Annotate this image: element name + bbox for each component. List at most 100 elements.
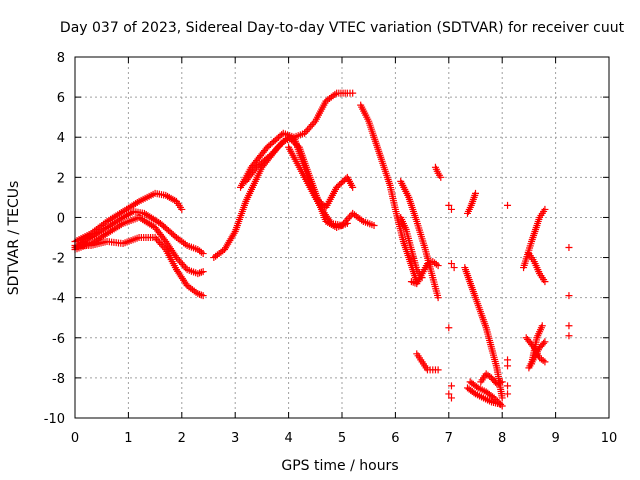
series-arc-l — [397, 177, 442, 302]
x-axis-label: GPS time / hours — [281, 458, 398, 474]
data-point — [308, 121, 316, 129]
data-point — [341, 218, 349, 226]
data-point — [196, 269, 204, 277]
data-point — [305, 124, 313, 132]
x-tick-label: 5 — [338, 431, 346, 446]
data-point — [493, 397, 501, 405]
data-point — [565, 332, 573, 340]
data-point — [180, 262, 188, 270]
y-tick-label: 4 — [57, 131, 65, 146]
y-tick-label: 2 — [57, 171, 65, 186]
data-point — [349, 89, 357, 97]
data-points — [71, 89, 573, 410]
x-tick-label: 9 — [551, 431, 559, 446]
series-arc-u — [525, 250, 549, 286]
data-point — [498, 402, 506, 410]
data-point — [447, 205, 455, 213]
series-scatter-misc — [445, 201, 573, 402]
data-point — [498, 378, 506, 386]
series-arc-s — [463, 189, 479, 217]
data-point — [538, 322, 546, 330]
data-point — [275, 142, 283, 150]
data-point — [498, 394, 506, 402]
data-point — [307, 122, 315, 130]
data-point — [157, 240, 165, 248]
series-arc-m — [413, 350, 442, 374]
series-arc-t — [520, 205, 549, 272]
data-point — [270, 148, 278, 156]
data-point — [445, 390, 453, 398]
data-point — [473, 383, 481, 391]
data-point — [160, 244, 168, 252]
data-point — [434, 294, 442, 302]
data-point — [272, 146, 280, 154]
series-arc-g — [242, 89, 357, 185]
y-tick-label: 8 — [57, 51, 65, 66]
data-point — [301, 129, 309, 137]
data-point — [437, 173, 445, 181]
y-tick-label: -10 — [44, 412, 65, 427]
series-arc-o — [461, 264, 506, 402]
data-point — [178, 205, 186, 213]
data-point — [267, 151, 275, 159]
data-point — [304, 126, 312, 134]
grid-lines — [75, 57, 609, 418]
data-point — [450, 264, 458, 272]
y-tick-label: 6 — [57, 91, 65, 106]
data-point — [174, 255, 182, 263]
y-axis-label: SDTVAR / TECUs — [6, 181, 22, 296]
data-point — [495, 399, 503, 407]
x-tick-label: 3 — [231, 431, 239, 446]
data-point — [565, 322, 573, 330]
data-point — [338, 221, 346, 229]
data-point — [278, 139, 286, 147]
data-point — [445, 324, 453, 332]
data-point — [541, 278, 549, 286]
data-point — [434, 262, 442, 270]
data-point — [179, 260, 187, 268]
data-point — [199, 250, 207, 258]
x-tick-label: 2 — [178, 431, 186, 446]
data-point — [565, 244, 573, 252]
data-point — [504, 382, 512, 390]
data-point — [153, 235, 161, 243]
data-point — [159, 242, 167, 250]
data-point — [343, 216, 351, 224]
data-point — [154, 237, 162, 245]
x-tick-label: 7 — [445, 431, 453, 446]
data-point — [504, 201, 512, 209]
data-point — [199, 292, 207, 300]
y-tick-label: -8 — [52, 372, 65, 387]
data-point — [470, 389, 478, 397]
data-point — [199, 268, 207, 276]
data-point — [344, 215, 352, 223]
data-point — [273, 144, 281, 152]
data-point — [310, 119, 318, 127]
series-arc-k — [397, 213, 426, 282]
series-arc-h — [285, 143, 378, 229]
series-arc-r — [477, 370, 506, 388]
data-point — [445, 201, 453, 209]
data-point — [472, 189, 479, 197]
data-point — [504, 390, 512, 398]
data-point — [151, 234, 159, 241]
x-tick-label: 10 — [601, 431, 618, 446]
data-point — [278, 131, 286, 139]
data-point — [370, 221, 378, 229]
axis-ticks: 0 1 2 3 4 5 6 7 8 9 10 -10 -8 -6 -4 -2 0 2 4 6 8 — [44, 51, 618, 446]
data-point — [177, 259, 185, 267]
data-point — [447, 394, 455, 402]
series-arc-a — [71, 189, 186, 246]
data-point — [447, 382, 455, 390]
y-tick-label: -4 — [52, 292, 65, 307]
y-tick-label: -6 — [52, 332, 65, 347]
chart-title: Day 037 of 2023, Sidereal Day-to-day VTE… — [60, 20, 625, 36]
data-point — [540, 339, 548, 347]
data-point — [349, 183, 357, 191]
x-tick-label: 6 — [391, 431, 399, 446]
data-point — [276, 141, 284, 149]
data-point — [541, 358, 549, 366]
data-point — [302, 127, 310, 135]
data-point — [182, 264, 190, 272]
